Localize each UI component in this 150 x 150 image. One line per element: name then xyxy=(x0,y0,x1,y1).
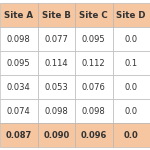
Text: 0.034: 0.034 xyxy=(7,82,31,91)
Text: 0.090: 0.090 xyxy=(43,130,69,140)
Text: 0.095: 0.095 xyxy=(7,58,31,68)
Bar xyxy=(112,99,150,123)
Text: 0.053: 0.053 xyxy=(44,82,68,91)
Text: 0.098: 0.098 xyxy=(7,34,31,43)
Bar xyxy=(38,99,75,123)
Text: Site A: Site A xyxy=(4,11,33,20)
Text: 0.074: 0.074 xyxy=(7,106,31,116)
Bar xyxy=(75,75,112,99)
Bar xyxy=(38,75,75,99)
Bar xyxy=(112,3,150,27)
Text: 0.0: 0.0 xyxy=(125,82,138,91)
Text: 0.1: 0.1 xyxy=(125,58,138,68)
Bar xyxy=(75,27,112,51)
Bar xyxy=(38,123,75,147)
Text: 0.0: 0.0 xyxy=(125,106,138,116)
Text: 0.077: 0.077 xyxy=(44,34,68,43)
Bar xyxy=(38,27,75,51)
Bar xyxy=(0,123,38,147)
Text: 0.0: 0.0 xyxy=(124,130,139,140)
Bar xyxy=(0,51,38,75)
Text: Site D: Site D xyxy=(117,11,146,20)
Text: 0.0: 0.0 xyxy=(125,34,138,43)
Bar xyxy=(38,51,75,75)
Text: 0.112: 0.112 xyxy=(82,58,106,68)
Bar xyxy=(75,51,112,75)
Bar xyxy=(75,99,112,123)
Bar xyxy=(112,51,150,75)
Bar xyxy=(0,75,38,99)
Text: 0.087: 0.087 xyxy=(6,130,32,140)
Text: 0.098: 0.098 xyxy=(44,106,68,116)
Text: 0.076: 0.076 xyxy=(82,82,106,91)
Text: Site B: Site B xyxy=(42,11,71,20)
Text: 0.098: 0.098 xyxy=(82,106,106,116)
Bar xyxy=(112,75,150,99)
Bar xyxy=(0,3,38,27)
Bar xyxy=(38,3,75,27)
Text: 0.096: 0.096 xyxy=(81,130,107,140)
Bar xyxy=(112,27,150,51)
Text: 0.095: 0.095 xyxy=(82,34,106,43)
Text: 0.114: 0.114 xyxy=(44,58,68,68)
Text: Site C: Site C xyxy=(80,11,108,20)
Bar xyxy=(75,123,112,147)
Bar xyxy=(0,27,38,51)
Bar xyxy=(0,99,38,123)
Bar xyxy=(112,123,150,147)
Bar xyxy=(75,3,112,27)
